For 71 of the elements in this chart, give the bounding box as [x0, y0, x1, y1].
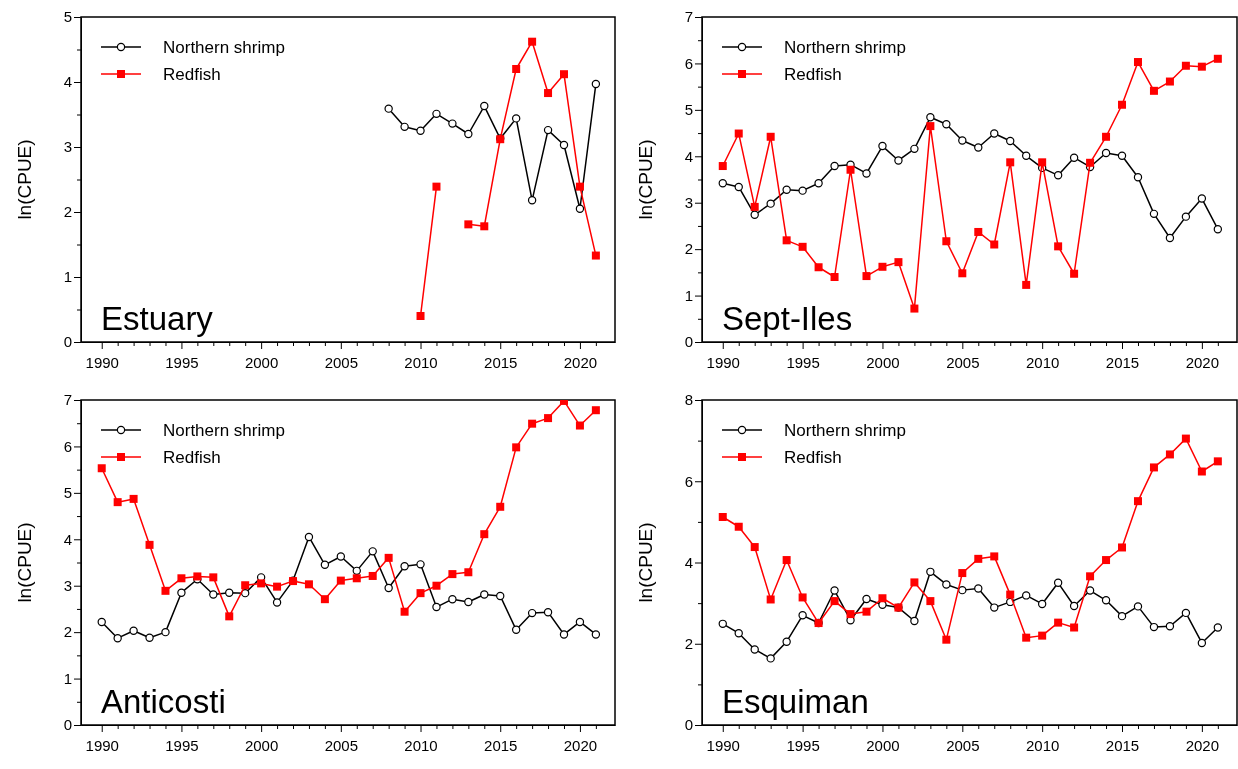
y-tick-label: 5 — [63, 484, 72, 502]
legend-label: Redfish — [784, 65, 842, 84]
legend-label: Northern shrimp — [784, 38, 906, 57]
x-tick-label: 2005 — [324, 353, 359, 371]
x-tick-label: 1990 — [706, 353, 740, 371]
y-tick-label: 4 — [684, 147, 693, 165]
x-tick-label: 2005 — [324, 736, 359, 754]
y-tick-label: 0 — [684, 333, 693, 351]
y-tick-label: 2 — [684, 635, 693, 653]
y-tick-label: 1 — [63, 669, 72, 687]
y-tick-label: 6 — [684, 54, 693, 72]
y-axis-title: ln(CPUE) — [635, 139, 656, 220]
y-tick-label: 8 — [684, 391, 693, 409]
text: Anticosti — [101, 683, 226, 720]
y-tick-label: 4 — [684, 553, 693, 571]
x-tick-label: 2005 — [946, 736, 980, 754]
legend-label: Northern shrimp — [784, 421, 906, 440]
y-tick-label: 0 — [684, 716, 693, 734]
x-tick-label: 2005 — [946, 353, 980, 371]
y-tick-label: 2 — [63, 623, 72, 641]
y-tick-label: 4 — [63, 73, 72, 91]
x-tick-label: 1990 — [85, 736, 119, 754]
x-tick-label: 1995 — [165, 353, 199, 371]
text: Sept-Iles — [722, 300, 853, 337]
y-tick-label: 5 — [63, 8, 72, 26]
y-tick-label: 2 — [63, 203, 72, 221]
y-axis-title: ln(CPUE) — [14, 139, 35, 220]
x-tick-label: 2000 — [244, 353, 279, 371]
y-axis-title: ln(CPUE) — [635, 522, 656, 603]
legend-label: Redfish — [163, 448, 221, 467]
y-tick-label: 3 — [63, 577, 72, 595]
x-tick-label: 2015 — [1105, 736, 1140, 754]
y-tick-label: 7 — [63, 391, 72, 409]
y-tick-label: 4 — [63, 530, 72, 548]
y-tick-label: 3 — [684, 194, 693, 212]
y-tick-label: 1 — [684, 286, 693, 304]
y-tick-label: 3 — [63, 138, 72, 156]
x-tick-label: 2010 — [404, 736, 438, 754]
y-tick-label: 6 — [684, 472, 693, 490]
x-tick-label: 2020 — [563, 736, 598, 754]
x-tick-label: 1990 — [85, 353, 119, 371]
x-tick-label: 2015 — [484, 353, 518, 371]
text: Esquiman — [722, 683, 869, 720]
x-tick-label: 2020 — [1185, 736, 1220, 754]
y-tick-label: 1 — [63, 268, 72, 286]
x-tick-label: 2010 — [1025, 353, 1060, 371]
x-tick-label: 1990 — [706, 736, 740, 754]
y-axis-title: ln(CPUE) — [14, 522, 35, 603]
x-tick-label: 2015 — [484, 736, 518, 754]
x-tick-label: 2020 — [563, 353, 598, 371]
x-tick-label: 2000 — [244, 736, 279, 754]
x-tick-label: 2015 — [1105, 353, 1140, 371]
legend-label: Northern shrimp — [163, 38, 285, 57]
legend-label: Redfish — [163, 65, 221, 84]
x-tick-label: 1995 — [786, 736, 820, 754]
x-tick-label: 2010 — [1025, 736, 1060, 754]
x-tick-label: 2000 — [866, 353, 900, 371]
y-tick-label: 5 — [684, 101, 693, 119]
x-tick-label: 1995 — [165, 736, 199, 754]
x-tick-label: 2020 — [1185, 353, 1220, 371]
x-tick-label: 2010 — [404, 353, 438, 371]
y-tick-label: 6 — [63, 437, 72, 455]
y-tick-label: 0 — [63, 716, 72, 734]
legend-label: Redfish — [784, 448, 842, 467]
y-tick-label: 7 — [684, 8, 693, 26]
text: Estuary — [101, 300, 214, 337]
x-tick-label: 1995 — [786, 353, 820, 371]
legend-label: Northern shrimp — [163, 421, 285, 440]
x-tick-label: 2000 — [866, 736, 900, 754]
y-tick-label: 2 — [684, 240, 693, 258]
y-tick-label: 0 — [63, 333, 72, 351]
